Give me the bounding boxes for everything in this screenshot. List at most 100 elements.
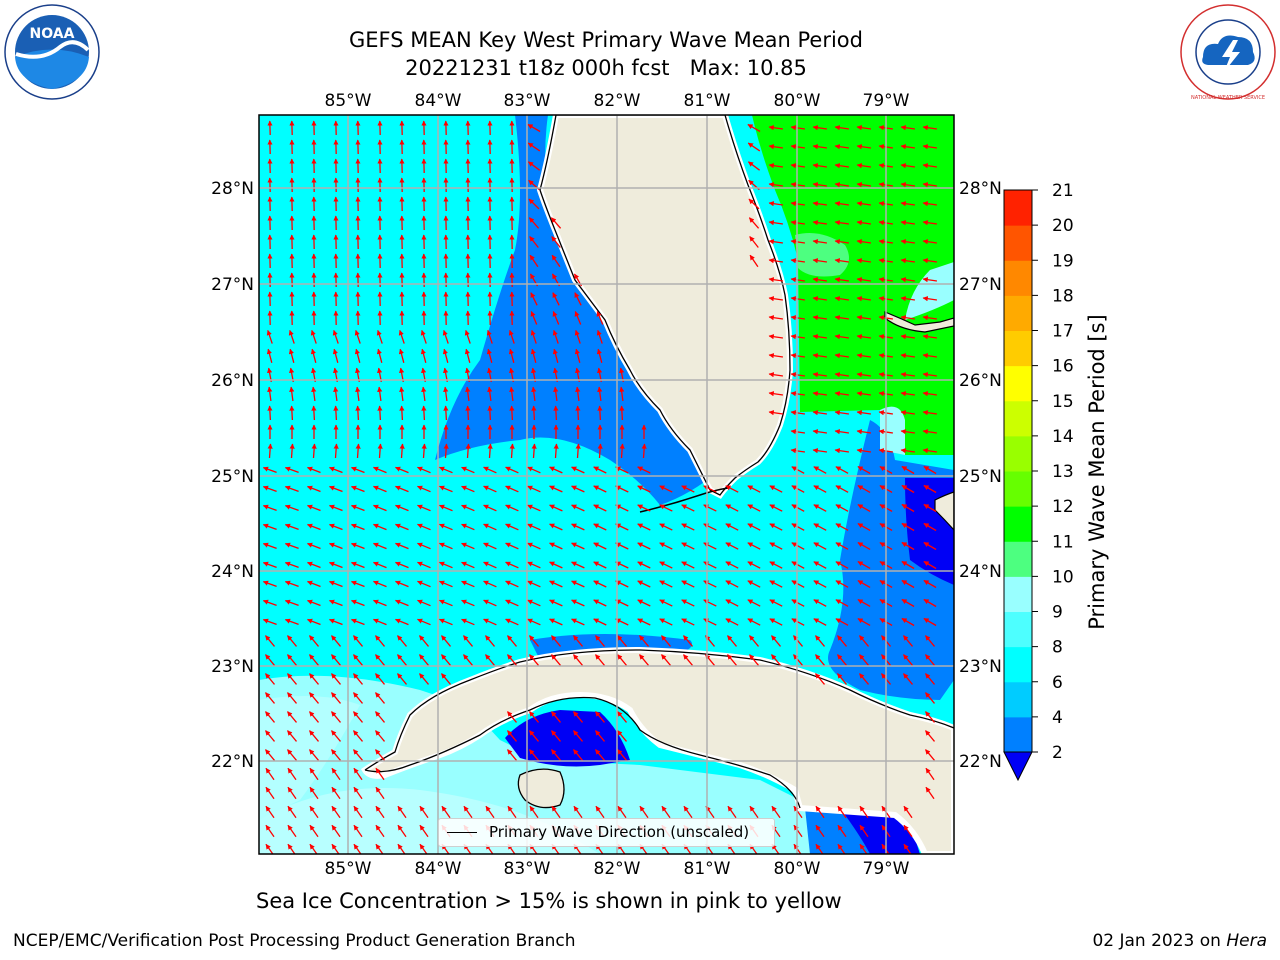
svg-text:NOAA: NOAA	[30, 26, 75, 42]
wave-arrow	[615, 504, 629, 512]
wave-arrow	[593, 599, 607, 607]
wave-arrow	[659, 485, 673, 493]
wave-arrow	[505, 523, 519, 531]
wave-arrow	[725, 561, 739, 569]
wave-arrow	[461, 580, 475, 588]
wave-arrow	[329, 466, 343, 474]
wave-arrow	[900, 258, 915, 264]
wave-arrow	[333, 443, 339, 459]
wave-arrow	[791, 599, 805, 607]
wave-arrow	[267, 405, 273, 421]
wave-arrow	[419, 635, 429, 647]
cuba-north-coast	[364, 649, 954, 771]
wave-arrow	[307, 561, 321, 569]
wave-arrow	[265, 730, 275, 742]
wave-arrow	[505, 466, 519, 474]
wave-arrow	[353, 749, 363, 761]
wave-arrow	[527, 485, 541, 493]
wave-arrow	[439, 561, 453, 569]
wave-arrow	[373, 542, 387, 550]
wave-arrow	[834, 391, 849, 397]
wave-arrow	[307, 599, 321, 607]
wave-arrow	[725, 599, 739, 607]
colorbar-segment	[1004, 681, 1032, 718]
wave-arrow	[375, 786, 385, 800]
wave-arrow	[289, 443, 295, 459]
wave-arrow	[551, 236, 561, 248]
wave-arrow	[552, 348, 559, 363]
wave-arrow	[485, 654, 495, 666]
wave-arrow	[552, 311, 560, 325]
wave-arrow	[509, 386, 515, 401]
wave-arrow	[575, 443, 581, 459]
sea-ice-caption: Sea Ice Concentration > 15% is shown in …	[256, 889, 842, 913]
wave-arrow	[901, 465, 915, 475]
wave-arrow	[284, 580, 299, 588]
wave-arrow	[307, 485, 321, 493]
wave-arrow	[857, 504, 871, 512]
wave-arrow	[856, 448, 871, 454]
colorbar-tick-label: 19	[1052, 251, 1074, 271]
wave-arrow	[923, 541, 937, 551]
wave-arrow	[331, 767, 341, 781]
wave-arrow	[834, 163, 849, 169]
wave-arrow	[530, 311, 538, 325]
wave-arrow	[922, 144, 937, 150]
wave-arrow	[375, 654, 385, 666]
wave-arrow	[641, 443, 647, 459]
wave-arrow	[552, 292, 560, 306]
wave-arrow	[505, 542, 519, 550]
wave-arrow	[813, 599, 827, 607]
wave-arrow	[483, 466, 497, 474]
wave-arrow	[508, 329, 515, 344]
wave-arrow	[262, 580, 277, 588]
wave-arrow	[351, 485, 365, 493]
wave-arrow	[399, 405, 405, 421]
wave-arrow	[284, 618, 299, 626]
wave-arrow	[353, 692, 363, 704]
wave-arrow	[289, 405, 295, 421]
wave-arrow	[575, 386, 581, 401]
wave-arrow	[900, 144, 915, 150]
lon-tick-bottom: 80°W	[774, 859, 821, 879]
wave-arrow	[834, 296, 849, 302]
wave-arrow	[375, 730, 385, 742]
wave-arrow	[549, 485, 563, 493]
wave-arrow	[486, 348, 493, 363]
wave-arrow	[683, 654, 693, 666]
wave-arrow	[530, 348, 537, 363]
wave-arrow	[615, 618, 629, 626]
wave-arrow	[266, 348, 273, 363]
wave-arrow	[747, 599, 761, 607]
wave-arrow	[725, 485, 739, 493]
wave-arrow	[856, 334, 871, 340]
wave-arrow	[441, 654, 451, 666]
wave-arrow	[573, 654, 583, 666]
wave-arrow	[529, 635, 539, 647]
wave-arrow	[768, 201, 783, 207]
wave-arrow	[265, 805, 275, 819]
wave-arrow	[925, 730, 935, 742]
wave-arrow	[529, 749, 539, 761]
wave-arrow	[395, 485, 409, 493]
wave-arrow	[397, 673, 407, 685]
wave-arrow	[329, 485, 343, 493]
wave-arrow	[661, 654, 671, 666]
wave-arrow	[463, 654, 473, 666]
wave-arrow	[571, 580, 585, 588]
wave-arrow	[615, 485, 629, 493]
wave-arrow	[509, 405, 515, 421]
wave-arrow	[922, 296, 937, 302]
wave-arrow	[487, 443, 493, 459]
wave-arrow	[925, 692, 935, 704]
wave-arrow	[527, 580, 541, 588]
wave-arrow	[790, 391, 805, 397]
wave-arrow	[813, 561, 827, 569]
wave-arrow	[420, 348, 427, 363]
wave-arrow	[901, 598, 915, 608]
wave-arrow	[900, 220, 915, 226]
wave-arrow	[485, 805, 495, 819]
wave-arrow	[441, 805, 451, 819]
colorbar-extend-triangle	[1003, 751, 1033, 782]
wave-arrow	[441, 673, 451, 685]
